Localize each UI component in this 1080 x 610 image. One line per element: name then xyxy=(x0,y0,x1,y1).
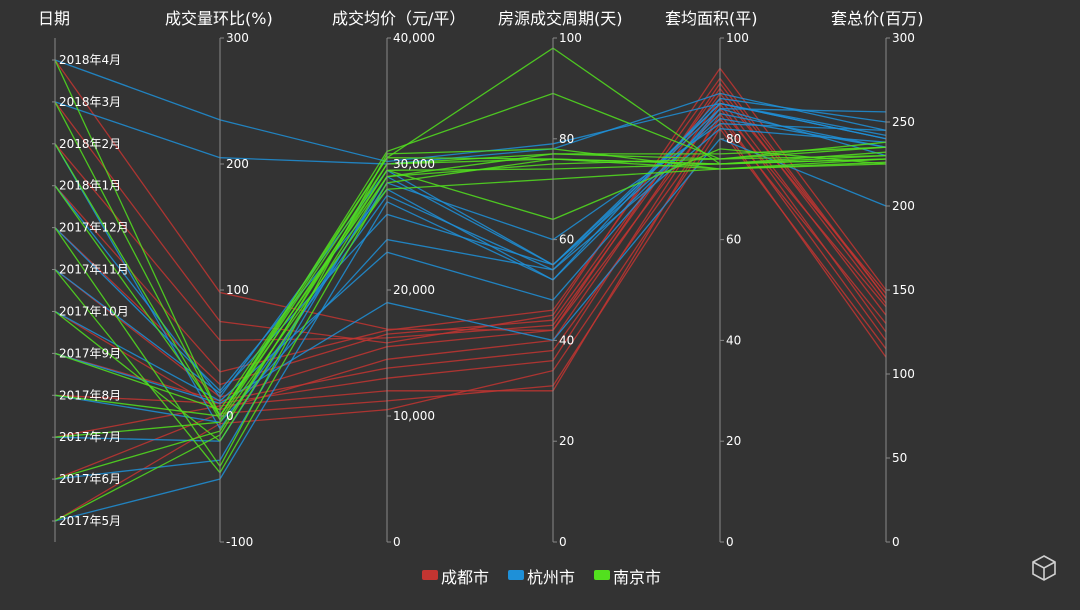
series-line[interactable] xyxy=(54,146,887,443)
tick-label: 0 xyxy=(393,535,401,549)
tick-label: 0 xyxy=(892,535,900,549)
tick-label: 300 xyxy=(226,31,249,45)
series-lines-layer xyxy=(54,47,887,522)
tick-label: 2018年4月 xyxy=(59,53,121,67)
series-line[interactable] xyxy=(54,123,887,442)
tick-label: 200 xyxy=(226,157,249,171)
series-line[interactable] xyxy=(54,146,887,418)
legend-swatch xyxy=(422,570,438,580)
series-line[interactable] xyxy=(54,77,887,373)
axis-4: 套均面积(平) 0 20 40 60 80 100 xyxy=(665,9,758,549)
series-line[interactable] xyxy=(54,151,887,411)
legend-swatch xyxy=(508,570,524,580)
tick-label: 2017年9月 xyxy=(59,346,121,360)
tick-label: 100 xyxy=(559,31,582,45)
tick-label: 2017年8月 xyxy=(59,388,121,402)
tick-label: 2018年2月 xyxy=(59,137,121,151)
series-line[interactable] xyxy=(54,158,887,480)
tick-label: 0 xyxy=(726,535,734,549)
tick-label: 2017年6月 xyxy=(59,472,121,486)
legend-item-1[interactable]: 杭州市 xyxy=(508,568,575,587)
tick-label: 200 xyxy=(892,199,915,213)
tick-label: 300 xyxy=(892,31,915,45)
series-line[interactable] xyxy=(54,92,887,165)
series-line[interactable] xyxy=(54,92,887,342)
tick-label: 80 xyxy=(559,132,574,146)
tick-label: 2017年10月 xyxy=(59,304,129,318)
series-line[interactable] xyxy=(54,128,887,423)
axis-title: 日期 xyxy=(38,9,70,28)
tick-label: 60 xyxy=(726,233,741,247)
axis-title: 成交均价（元/平） xyxy=(332,9,465,28)
axes-layer: 日期2017年5月2017年6月2017年7月2017年8月2017年9月201… xyxy=(38,9,924,549)
tick-label: 250 xyxy=(892,115,915,129)
series-0 xyxy=(54,59,887,522)
axis-title: 套总价(百万) xyxy=(831,9,924,28)
series-line[interactable] xyxy=(54,138,887,405)
legend[interactable]: 成都市 杭州市 南京市 xyxy=(422,568,661,587)
tick-label: 50 xyxy=(892,451,907,465)
series-line[interactable] xyxy=(54,148,887,468)
tick-label: 80 xyxy=(726,132,741,146)
series-line[interactable] xyxy=(54,112,887,522)
legend-label: 成都市 xyxy=(441,568,489,587)
tick-label: 30,000 xyxy=(393,157,435,171)
series-line[interactable] xyxy=(54,107,887,402)
axis-1: 成交量环比(%) -100 0 100 200 300 xyxy=(165,9,273,549)
series-2 xyxy=(54,47,887,522)
tick-label: 100 xyxy=(892,367,915,381)
tick-label: 20 xyxy=(559,434,574,448)
legend-item-2[interactable]: 南京市 xyxy=(594,568,661,587)
tick-label: 0 xyxy=(559,535,567,549)
legend-item-0[interactable]: 成都市 xyxy=(422,568,489,587)
tick-label: 2017年12月 xyxy=(59,221,129,235)
axis-0: 日期 2017年5月 2017年6月 2017年7月 2017年8月 2017年9月 201… xyxy=(38,9,129,542)
axis-5: 套总价(百万) 0 50 100 150 200 250 300 xyxy=(831,9,924,549)
tick-label: 2018年1月 xyxy=(59,179,121,193)
series-line[interactable] xyxy=(54,97,887,411)
series-line[interactable] xyxy=(54,154,887,474)
tick-label: 60 xyxy=(559,233,574,247)
tick-label: -100 xyxy=(226,535,253,549)
tick-label: 100 xyxy=(726,31,749,45)
cube-icon[interactable] xyxy=(1032,555,1056,581)
tick-label: 40 xyxy=(559,333,574,347)
axis-2: 成交均价（元/平） 0 10,000 20,000 30,000 40,000 xyxy=(332,9,465,549)
tick-label: 40,000 xyxy=(393,31,435,45)
legend-label: 杭州市 xyxy=(527,568,575,587)
tick-label: 2017年7月 xyxy=(59,430,121,444)
axis-title: 套均面积(平) xyxy=(665,9,758,28)
tick-label: 40 xyxy=(726,333,741,347)
tick-label: 100 xyxy=(226,283,249,297)
axis-title: 房源成交周期(天) xyxy=(498,9,623,28)
series-line[interactable] xyxy=(54,92,887,418)
tick-label: 20 xyxy=(726,434,741,448)
tick-label: 2017年5月 xyxy=(59,514,121,528)
series-1 xyxy=(54,59,887,522)
tick-label: 20,000 xyxy=(393,283,435,297)
legend-swatch xyxy=(594,570,610,580)
series-line[interactable] xyxy=(54,143,887,422)
tick-label: 2017年11月 xyxy=(59,263,129,277)
legend-label: 南京市 xyxy=(613,568,661,587)
tick-label: 150 xyxy=(892,283,915,297)
tick-label: 10,000 xyxy=(393,409,435,423)
tick-label: 2018年3月 xyxy=(59,95,121,109)
series-line[interactable] xyxy=(54,107,887,398)
axis-3: 房源成交周期(天) 0 20 40 60 80 100 xyxy=(498,9,623,549)
axis-title: 成交量环比(%) xyxy=(165,9,273,28)
series-line[interactable] xyxy=(54,47,887,418)
tick-label: 0 xyxy=(226,409,234,423)
series-line[interactable] xyxy=(54,59,887,163)
